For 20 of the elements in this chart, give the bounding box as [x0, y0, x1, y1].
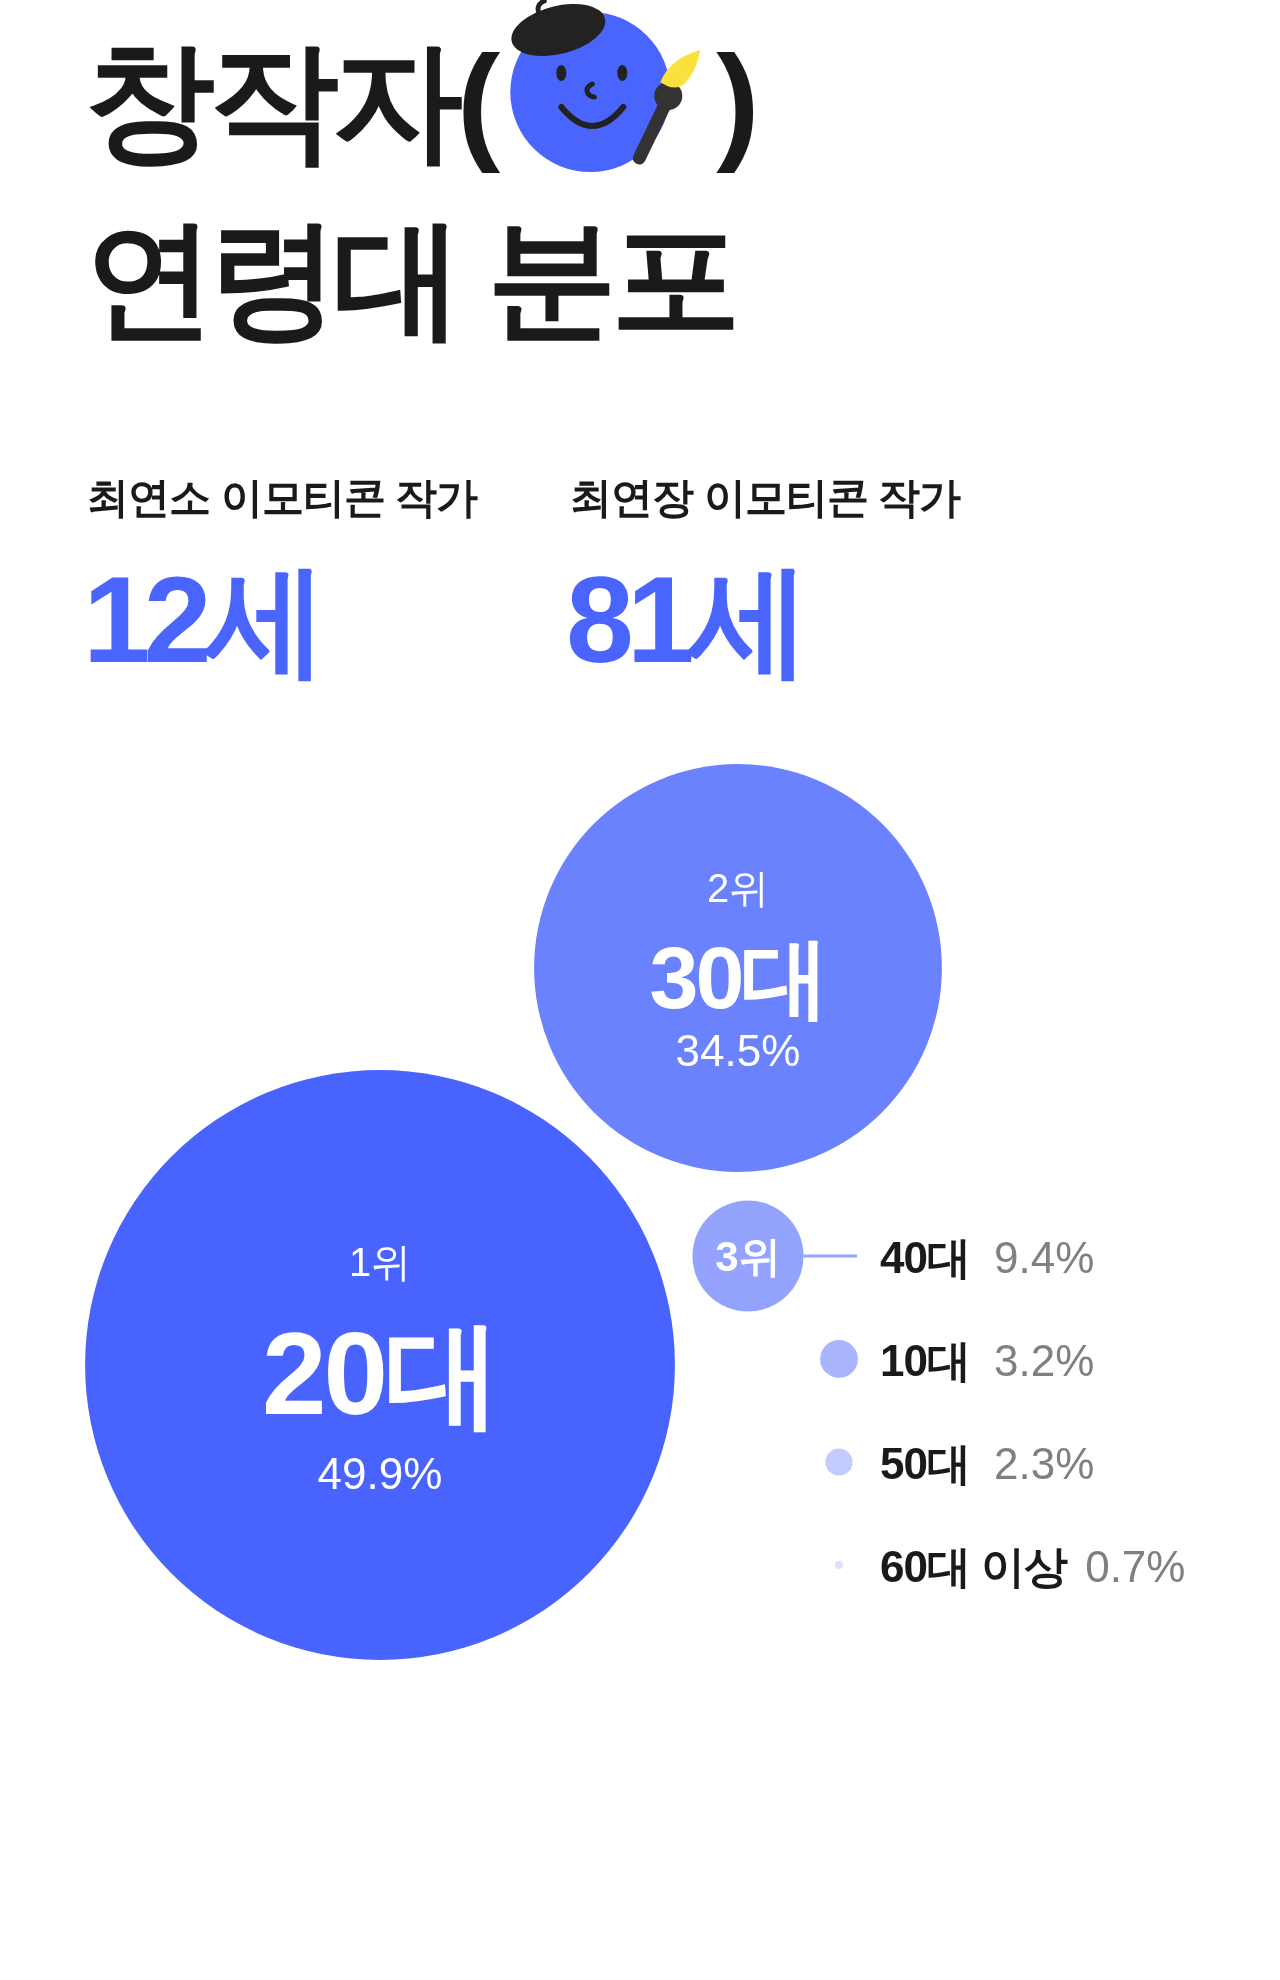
- data-label: 3.2%: [994, 1336, 1095, 1385]
- category-label: 50대: [880, 1439, 970, 1488]
- category-label: 10대: [880, 1336, 970, 1385]
- data-label: 2.3%: [994, 1439, 1095, 1488]
- text: 3위: [715, 1233, 781, 1280]
- text: 2위: [706, 866, 770, 910]
- chart-title: 창작자( ) 연령대 분포: [85, 28, 754, 351]
- text: 12세: [83, 552, 320, 688]
- text: 최연장 이모티콘 작가: [570, 474, 962, 521]
- data-label: 49.9%: [317, 1449, 443, 1498]
- data-label: 9.4%: [994, 1233, 1095, 1282]
- text: 81세: [566, 552, 803, 688]
- category-label: 30대: [649, 928, 827, 1027]
- text: 1위: [348, 1240, 412, 1284]
- data-label: 34.5%: [675, 1026, 801, 1075]
- text: 최연소 이모티콘 작가: [87, 474, 479, 521]
- category-label: 40대: [880, 1233, 970, 1282]
- category-label: 20대: [261, 1309, 499, 1439]
- data-label: 0.7%: [1085, 1542, 1186, 1591]
- category-label: 60대 이상: [880, 1542, 1069, 1591]
